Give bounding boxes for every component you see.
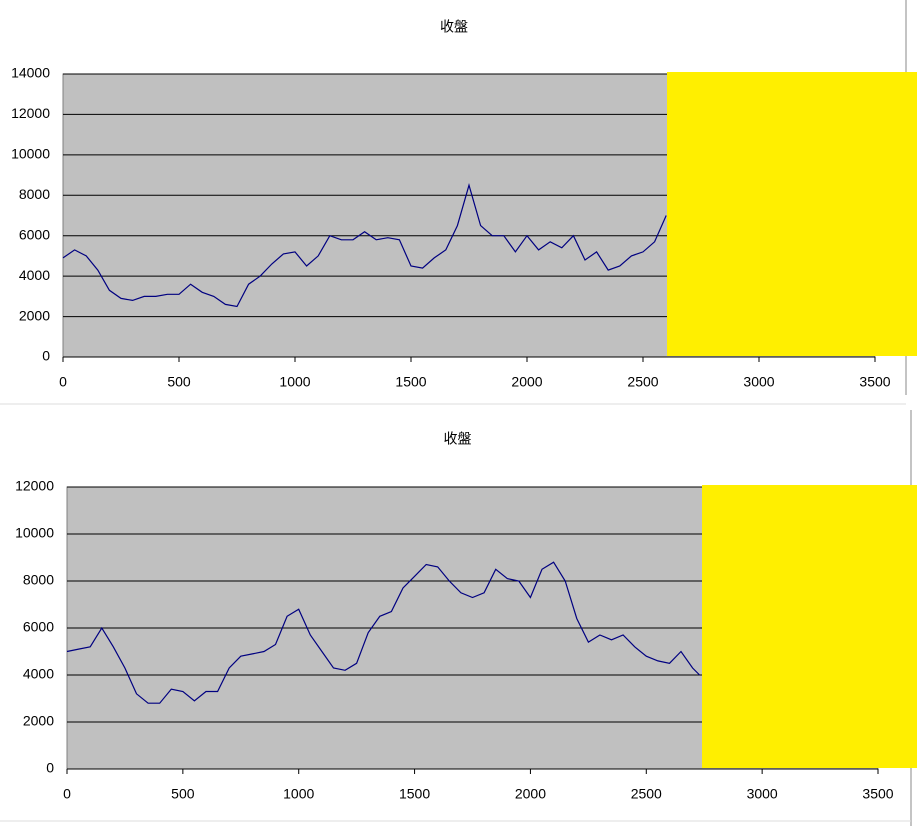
y-tick-label: 4000 xyxy=(23,666,54,682)
y-tick-label: 12000 xyxy=(15,478,54,494)
y-tick-label: 10000 xyxy=(15,525,54,541)
x-tick-label: 2000 xyxy=(511,374,542,390)
x-tick-label: 2500 xyxy=(631,786,662,802)
x-tick-label: 1000 xyxy=(279,374,310,390)
chart-title: 收盤 xyxy=(440,19,468,35)
y-tick-label: 10000 xyxy=(11,146,50,162)
x-tick-label: 3500 xyxy=(859,374,890,390)
price-line xyxy=(62,183,667,308)
x-tick-label: 500 xyxy=(171,786,195,802)
x-tick-label: 2000 xyxy=(515,786,546,802)
y-tick-label: 2000 xyxy=(19,307,50,323)
x-tick-label: 0 xyxy=(59,374,67,390)
y-tick-label: 0 xyxy=(46,760,54,776)
price-line xyxy=(66,561,701,704)
x-tick-label: 3500 xyxy=(862,786,893,802)
x-tick-label: 2500 xyxy=(627,374,658,390)
x-tick-label: 3000 xyxy=(747,786,778,802)
yellow-cover xyxy=(702,485,917,768)
x-tick-label: 500 xyxy=(167,374,191,390)
x-tick-label: 3000 xyxy=(743,374,774,390)
x-tick-label: 1500 xyxy=(395,374,426,390)
y-tick-label: 6000 xyxy=(19,226,50,242)
y-tick-label: 8000 xyxy=(19,186,50,202)
y-tick-label: 2000 xyxy=(23,713,54,729)
y-tick-label: 0 xyxy=(42,348,50,364)
x-tick-label: 0 xyxy=(63,786,71,802)
x-tick-label: 1500 xyxy=(399,786,430,802)
chart-title: 收盤 xyxy=(444,431,472,447)
y-tick-label: 14000 xyxy=(11,65,50,81)
y-tick-label: 8000 xyxy=(23,572,54,588)
yellow-cover xyxy=(667,72,917,356)
y-tick-label: 6000 xyxy=(23,619,54,635)
y-tick-label: 12000 xyxy=(11,105,50,121)
y-tick-label: 4000 xyxy=(19,267,50,283)
x-tick-label: 1000 xyxy=(283,786,314,802)
